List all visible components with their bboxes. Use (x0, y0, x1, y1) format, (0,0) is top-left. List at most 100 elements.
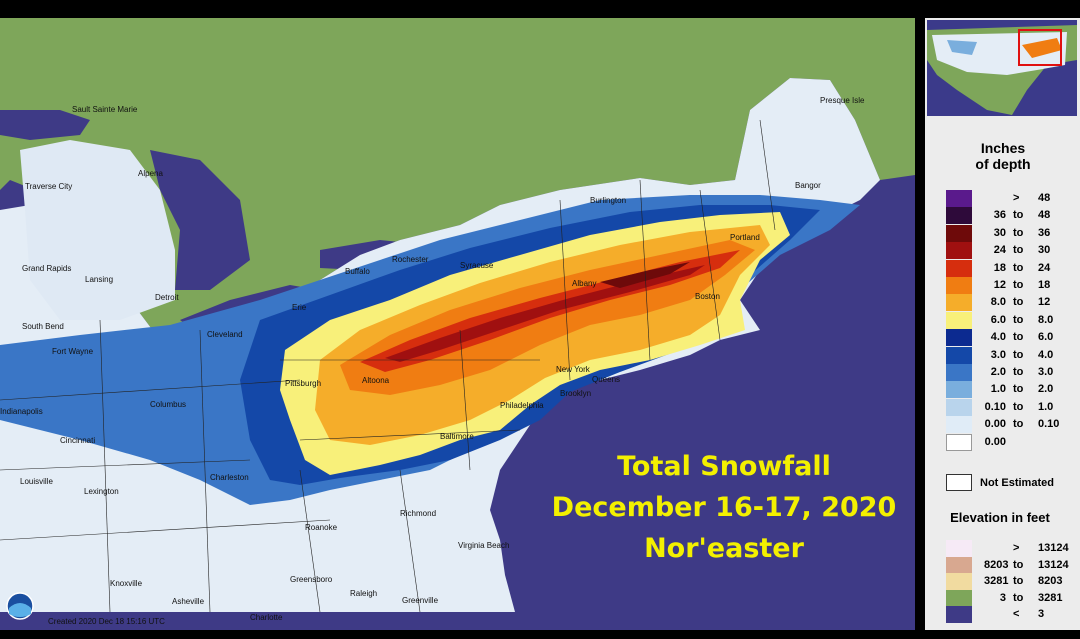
depth-legend-row: 0.00 (946, 433, 1076, 451)
city-label: South Bend (22, 322, 64, 331)
elevation-legend-low-value: 8203 (984, 558, 1009, 571)
city-label: Philadelphia (500, 401, 544, 410)
depth-legend-high-value: 12 (1038, 296, 1051, 309)
elevation-legend-swatch (946, 589, 972, 607)
city-label: Raleigh (350, 589, 377, 598)
city-label: Alpena (138, 169, 163, 178)
depth-legend-high-value: 48 (1038, 192, 1051, 204)
noaa-logo (6, 592, 34, 620)
elevation-legend-swatch (946, 606, 972, 624)
city-label: Richmond (400, 509, 436, 518)
elevation-legend-swatch (946, 540, 972, 557)
depth-legend-separator: to (1013, 226, 1024, 239)
city-label: Greenville (402, 596, 439, 605)
depth-legend-row: 2.0 to 3.0 (946, 364, 1076, 381)
city-label: Columbus (150, 400, 186, 409)
city-label: New York (556, 365, 591, 374)
elevation-legend-row: 3 to 3281 (946, 589, 1076, 607)
depth-legend-swatch (946, 346, 972, 364)
depth-legend-row: >48 (946, 190, 1076, 207)
elevation-legend-low-value: 3 (999, 591, 1006, 604)
elevation-legend-swatch (946, 573, 972, 591)
elevation-legend-separator: > (1013, 542, 1020, 554)
scale-label: 931 mi (917, 295, 926, 319)
city-label: Lansing (85, 275, 113, 284)
depth-legend-row: 8.0 to 12 (946, 294, 1076, 312)
elevation-legend-separator: to (1013, 558, 1024, 571)
elevation-legend-row: 8203 to 13124 (946, 556, 1076, 574)
city-label: Portland (730, 233, 760, 242)
not-estimated-label: Not Estimated (980, 477, 1054, 489)
depth-legend-separator: to (1013, 296, 1024, 309)
map-title-line3: Nor'easter (644, 533, 805, 564)
inset-highlight-box (1018, 29, 1062, 66)
depth-legend-swatch (946, 207, 972, 225)
map-title-line2: December 16-17, 2020 (552, 492, 897, 523)
depth-legend-swatch (946, 242, 972, 260)
map-title-line1: Total Snowfall (617, 451, 831, 482)
city-label: Buffalo (345, 267, 370, 276)
lake-superior (0, 110, 90, 140)
elevation-legend-row: 3281 to 8203 (946, 573, 1076, 591)
city-label: Erie (292, 303, 307, 312)
depth-legend-swatch (946, 364, 972, 381)
city-label: Knoxville (110, 579, 143, 588)
lake-huron (150, 150, 250, 290)
elevation-legend-row: >13124 (946, 540, 1076, 557)
city-label: Indianapolis (0, 407, 43, 416)
depth-legend-separator: to (1013, 279, 1024, 291)
depth-legend-separator: to (1013, 313, 1024, 326)
depth-legend-swatch (946, 190, 972, 207)
depth-legend-high-value: 0.10 (1038, 418, 1060, 431)
depth-legend-low-value: 6.0 (990, 313, 1006, 326)
city-label: Louisville (20, 477, 53, 486)
elevation-legend-high-value: 13124 (1038, 558, 1069, 571)
city-label: Cincinnati (60, 436, 95, 445)
depth-legend-row: 30 to 36 (946, 224, 1076, 242)
depth-legend-swatch (946, 224, 972, 242)
depth-legend-low-value: 0.10 (984, 400, 1006, 413)
depth-legend-row: 18 to 24 (946, 259, 1076, 277)
city-label: Brooklyn (560, 389, 591, 398)
depth-legend-swatch (946, 381, 972, 399)
elevation-legend-separator: to (1013, 591, 1024, 604)
city-label: Sault Sainte Marie (72, 105, 138, 114)
depth-legend-low-value: 30 (993, 226, 1006, 239)
city-label: Baltimore (440, 432, 474, 441)
elevation-legend-high-value: 13124 (1038, 542, 1069, 554)
depth-legend-high-value: 48 (1038, 209, 1051, 222)
depth-legend-row: 36 to 48 (946, 207, 1076, 225)
depth-legend-separator: to (1013, 209, 1024, 222)
city-label: Presque Isle (820, 96, 865, 105)
depth-legend-high-value: 2.0 (1038, 383, 1054, 396)
city-label: Detroit (155, 293, 179, 302)
city-label: Altoona (362, 376, 390, 385)
depth-legend-row: 24 to 30 (946, 242, 1076, 260)
city-label: Syracuse (460, 261, 494, 270)
depth-legend-separator: to (1013, 331, 1024, 344)
depth-legend-high-value: 36 (1038, 226, 1051, 239)
city-label: Charlotte (250, 613, 283, 622)
depth-legend-separator: to (1013, 383, 1024, 396)
depth-legend-separator: to (1013, 348, 1024, 361)
depth-legend-row: 12 to 18 (946, 277, 1076, 294)
city-label: Boston (695, 292, 720, 301)
depth-legend-low-value: 0.00 (984, 435, 1006, 448)
depth-legend-row: 3.0 to 4.0 (946, 346, 1076, 364)
depth-legend-low-value: 18 (993, 261, 1006, 274)
city-label: Charleston (210, 473, 249, 482)
michigan-land (20, 140, 175, 320)
depth-legend-separator: > (1013, 192, 1020, 204)
elevation-legend-high-value: 3 (1038, 608, 1045, 621)
depth-legend-low-value: 1.0 (990, 383, 1006, 396)
elevation-legend-title: Elevation in feet (950, 510, 1050, 525)
depth-legend-swatch (946, 416, 972, 434)
city-label: Rochester (392, 255, 429, 264)
depth-legend-high-value: 24 (1038, 261, 1051, 274)
depth-legend-high-value: 4.0 (1038, 348, 1054, 361)
depth-legend-low-value: 2.0 (990, 366, 1006, 378)
depth-legend-swatch (946, 329, 972, 347)
elevation-legend-high-value: 3281 (1038, 591, 1063, 604)
depth-legend-title-1: Inches (980, 140, 1026, 156)
not-estimated-swatch (946, 474, 972, 491)
